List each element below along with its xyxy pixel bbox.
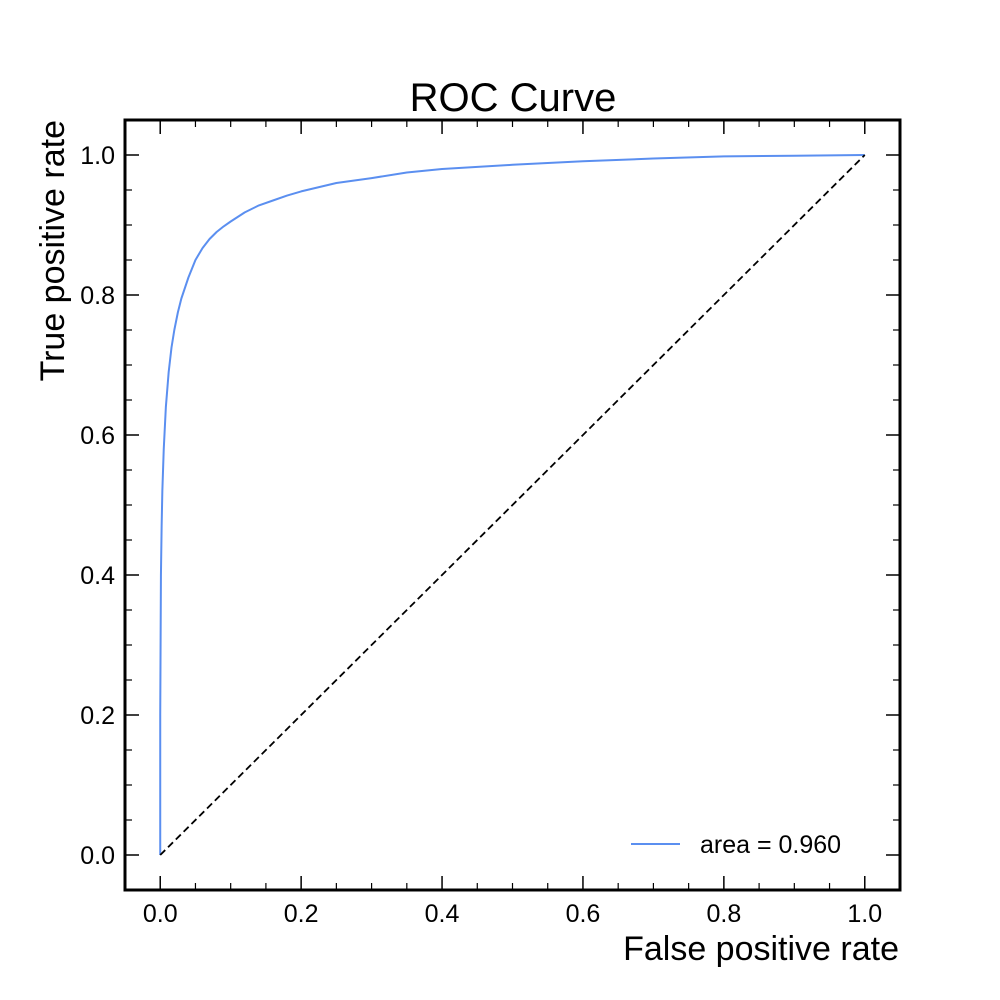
x-tick-label: 0.8	[706, 900, 741, 928]
x-tick-label: 0.0	[143, 900, 178, 928]
y-tick-label: 0.8	[80, 282, 115, 310]
y-tick-label: 0.4	[80, 562, 115, 590]
plot-frame	[123, 118, 902, 892]
series-layer	[159, 154, 866, 856]
x-axis-label: False positive rate	[623, 930, 899, 968]
x-tick-label: 0.4	[425, 900, 460, 928]
x-tick-label: 0.2	[284, 900, 319, 928]
roc-curve-line	[159, 154, 865, 855]
x-tick-label: 0.6	[566, 900, 601, 928]
x-tick-label: 1.0	[847, 900, 882, 928]
y-tick-label: 1.0	[80, 142, 115, 170]
y-axis-label: True positive rate	[34, 120, 72, 381]
y-tick-label: 0.6	[80, 422, 115, 450]
y-tick-label: 0.2	[80, 702, 115, 730]
chart-title: ROC Curve	[410, 76, 617, 120]
ticks-layer: 0.0 0.2 0.4 0.6 0.8 1.0 0.0 0.2 0.4 0.6 0.8 1.0	[80, 119, 901, 928]
y-tick-label: 0.0	[80, 842, 115, 870]
chance-diagonal-line	[159, 154, 866, 856]
legend-entry-label: area = 0.960	[700, 831, 841, 859]
legend: area = 0.960	[631, 831, 841, 859]
